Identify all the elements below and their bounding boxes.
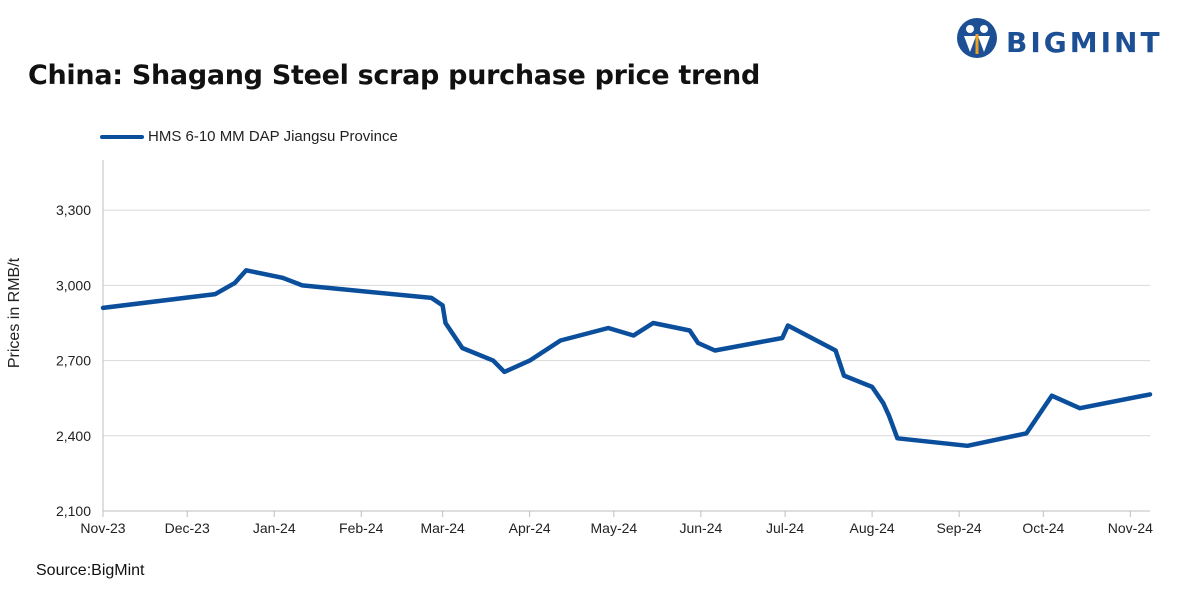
series-line: [100, 268, 1153, 449]
legend-swatch: [100, 134, 144, 139]
x-tick-label: Aug-24: [850, 520, 895, 536]
chart-title: China: Shagang Steel scrap purchase pric…: [28, 60, 760, 91]
x-tick-label: Dec-23: [165, 520, 210, 536]
x-tick-label: Jan-24: [253, 520, 296, 536]
series-group: [100, 268, 1153, 449]
x-tick-labels: Nov-23 Dec-23 Jan-24 Feb-24 Mar-24 Apr-24 May-…: [80, 511, 1153, 536]
gridlines: [103, 209, 1150, 437]
x-tick-label: May-24: [591, 520, 638, 536]
bigmint-logo-mark: [957, 18, 997, 58]
x-tick-label: Apr-24: [509, 520, 551, 536]
y-tick-labels: 2,100 2,400 2,700 3,000 3,300: [56, 202, 91, 519]
y-axis-label: Prices in RMB/t: [6, 257, 23, 368]
x-tick-label: Sep-24: [937, 520, 982, 536]
x-tick-label: Mar-24: [420, 520, 465, 536]
x-tick-label: Jun-24: [679, 520, 722, 536]
brand-name: BIGMINT: [1006, 26, 1163, 59]
y-tick-label: 2,700: [56, 353, 91, 369]
x-tick-label: Oct-24: [1022, 520, 1064, 536]
y-tick-label: 3,000: [56, 277, 91, 293]
x-tick-label: Nov-24: [1108, 520, 1153, 536]
y-tick-label: 2,400: [56, 428, 91, 444]
legend-label: HMS 6-10 MM DAP Jiangsu Province: [148, 128, 398, 145]
source-note: Source:BigMint: [36, 562, 145, 579]
bigmint-logo: [957, 18, 997, 58]
legend: HMS 6-10 MM DAP Jiangsu Province: [100, 128, 398, 145]
x-tick-label: Feb-24: [339, 520, 384, 536]
y-tick-label: 3,300: [56, 202, 91, 218]
x-tick-label: Jul-24: [766, 520, 804, 536]
x-tick-label: Nov-23: [80, 520, 125, 536]
y-tick-label: 2,100: [56, 503, 91, 519]
